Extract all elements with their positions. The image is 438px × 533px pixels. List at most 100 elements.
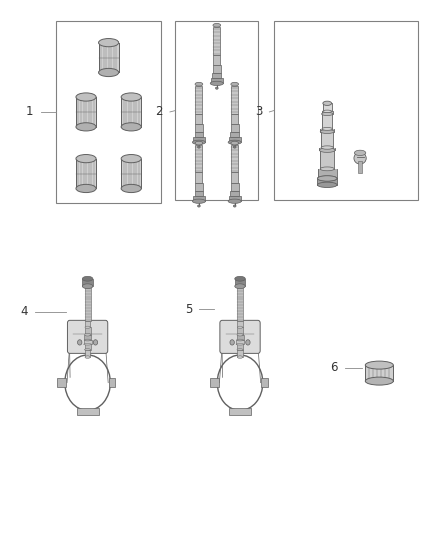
Ellipse shape [318,176,337,181]
Bar [193,196,205,201]
Bar [237,321,243,327]
Ellipse shape [76,184,96,192]
Ellipse shape [236,344,244,345]
Ellipse shape [321,112,333,116]
Bar [229,196,241,201]
Ellipse shape [231,82,239,86]
Ellipse shape [231,141,239,145]
Ellipse shape [354,152,366,164]
Bar [320,150,334,169]
Bar [195,183,203,191]
Ellipse shape [76,155,96,163]
Bar [319,148,335,150]
Ellipse shape [237,339,244,341]
Bar [85,327,91,335]
Ellipse shape [99,38,119,47]
Bar [210,378,219,387]
Ellipse shape [322,127,332,130]
Bar [231,173,238,183]
Bar [358,161,362,173]
Circle shape [246,340,250,345]
Ellipse shape [235,284,245,289]
Ellipse shape [198,146,200,148]
Ellipse shape [237,326,243,328]
Text: 1: 1 [26,106,34,118]
Ellipse shape [365,361,393,369]
Bar [212,72,221,78]
Ellipse shape [121,93,141,101]
Ellipse shape [318,182,337,188]
Ellipse shape [228,140,241,144]
Ellipse shape [192,140,205,144]
Bar [230,132,239,137]
Bar [229,408,251,415]
Ellipse shape [84,344,92,345]
Circle shape [93,340,98,345]
Bar [231,86,238,114]
Bar [85,321,90,327]
Bar [318,169,337,179]
Ellipse shape [233,146,236,148]
Bar [213,27,220,54]
Ellipse shape [318,176,337,181]
Bar [236,340,244,344]
Bar [195,144,202,173]
Ellipse shape [85,349,91,351]
Bar [274,21,418,200]
Bar [230,191,239,196]
FancyBboxPatch shape [67,320,108,353]
Bar [77,408,99,415]
Ellipse shape [228,199,241,204]
Ellipse shape [319,148,335,152]
Bar [82,279,93,286]
Bar [321,132,333,148]
Bar [237,327,243,335]
Ellipse shape [198,205,200,207]
Ellipse shape [215,87,218,89]
Text: 3: 3 [255,106,262,118]
Circle shape [230,340,234,345]
Ellipse shape [320,130,334,133]
Ellipse shape [213,23,221,27]
Ellipse shape [82,284,93,289]
Bar [84,340,92,344]
Bar [237,350,243,357]
Ellipse shape [121,123,141,131]
Ellipse shape [237,334,243,336]
Ellipse shape [192,199,205,204]
Bar [237,335,244,340]
Ellipse shape [365,377,393,385]
Bar [85,350,90,357]
Ellipse shape [85,356,90,358]
Ellipse shape [354,150,366,156]
Ellipse shape [235,276,245,281]
Text: 6: 6 [330,361,338,374]
Ellipse shape [85,334,91,336]
Bar [318,179,337,185]
Ellipse shape [323,110,332,112]
Text: 4: 4 [20,305,28,318]
Bar [231,114,238,124]
Bar [323,103,332,111]
Ellipse shape [237,356,243,358]
Ellipse shape [76,123,96,131]
Bar [213,65,221,72]
Circle shape [78,340,82,345]
Ellipse shape [84,339,91,341]
Ellipse shape [99,68,119,77]
Bar [211,78,223,83]
Bar [237,286,243,321]
Bar [194,132,203,137]
Bar [195,114,202,124]
Bar [231,124,239,132]
Bar [229,137,241,142]
Bar [57,378,66,387]
Bar [121,97,141,127]
Bar [235,279,245,286]
Bar [365,365,393,381]
Bar [195,124,203,132]
Bar [193,137,205,142]
Bar [56,21,161,203]
Ellipse shape [121,184,141,192]
Bar [76,159,96,189]
